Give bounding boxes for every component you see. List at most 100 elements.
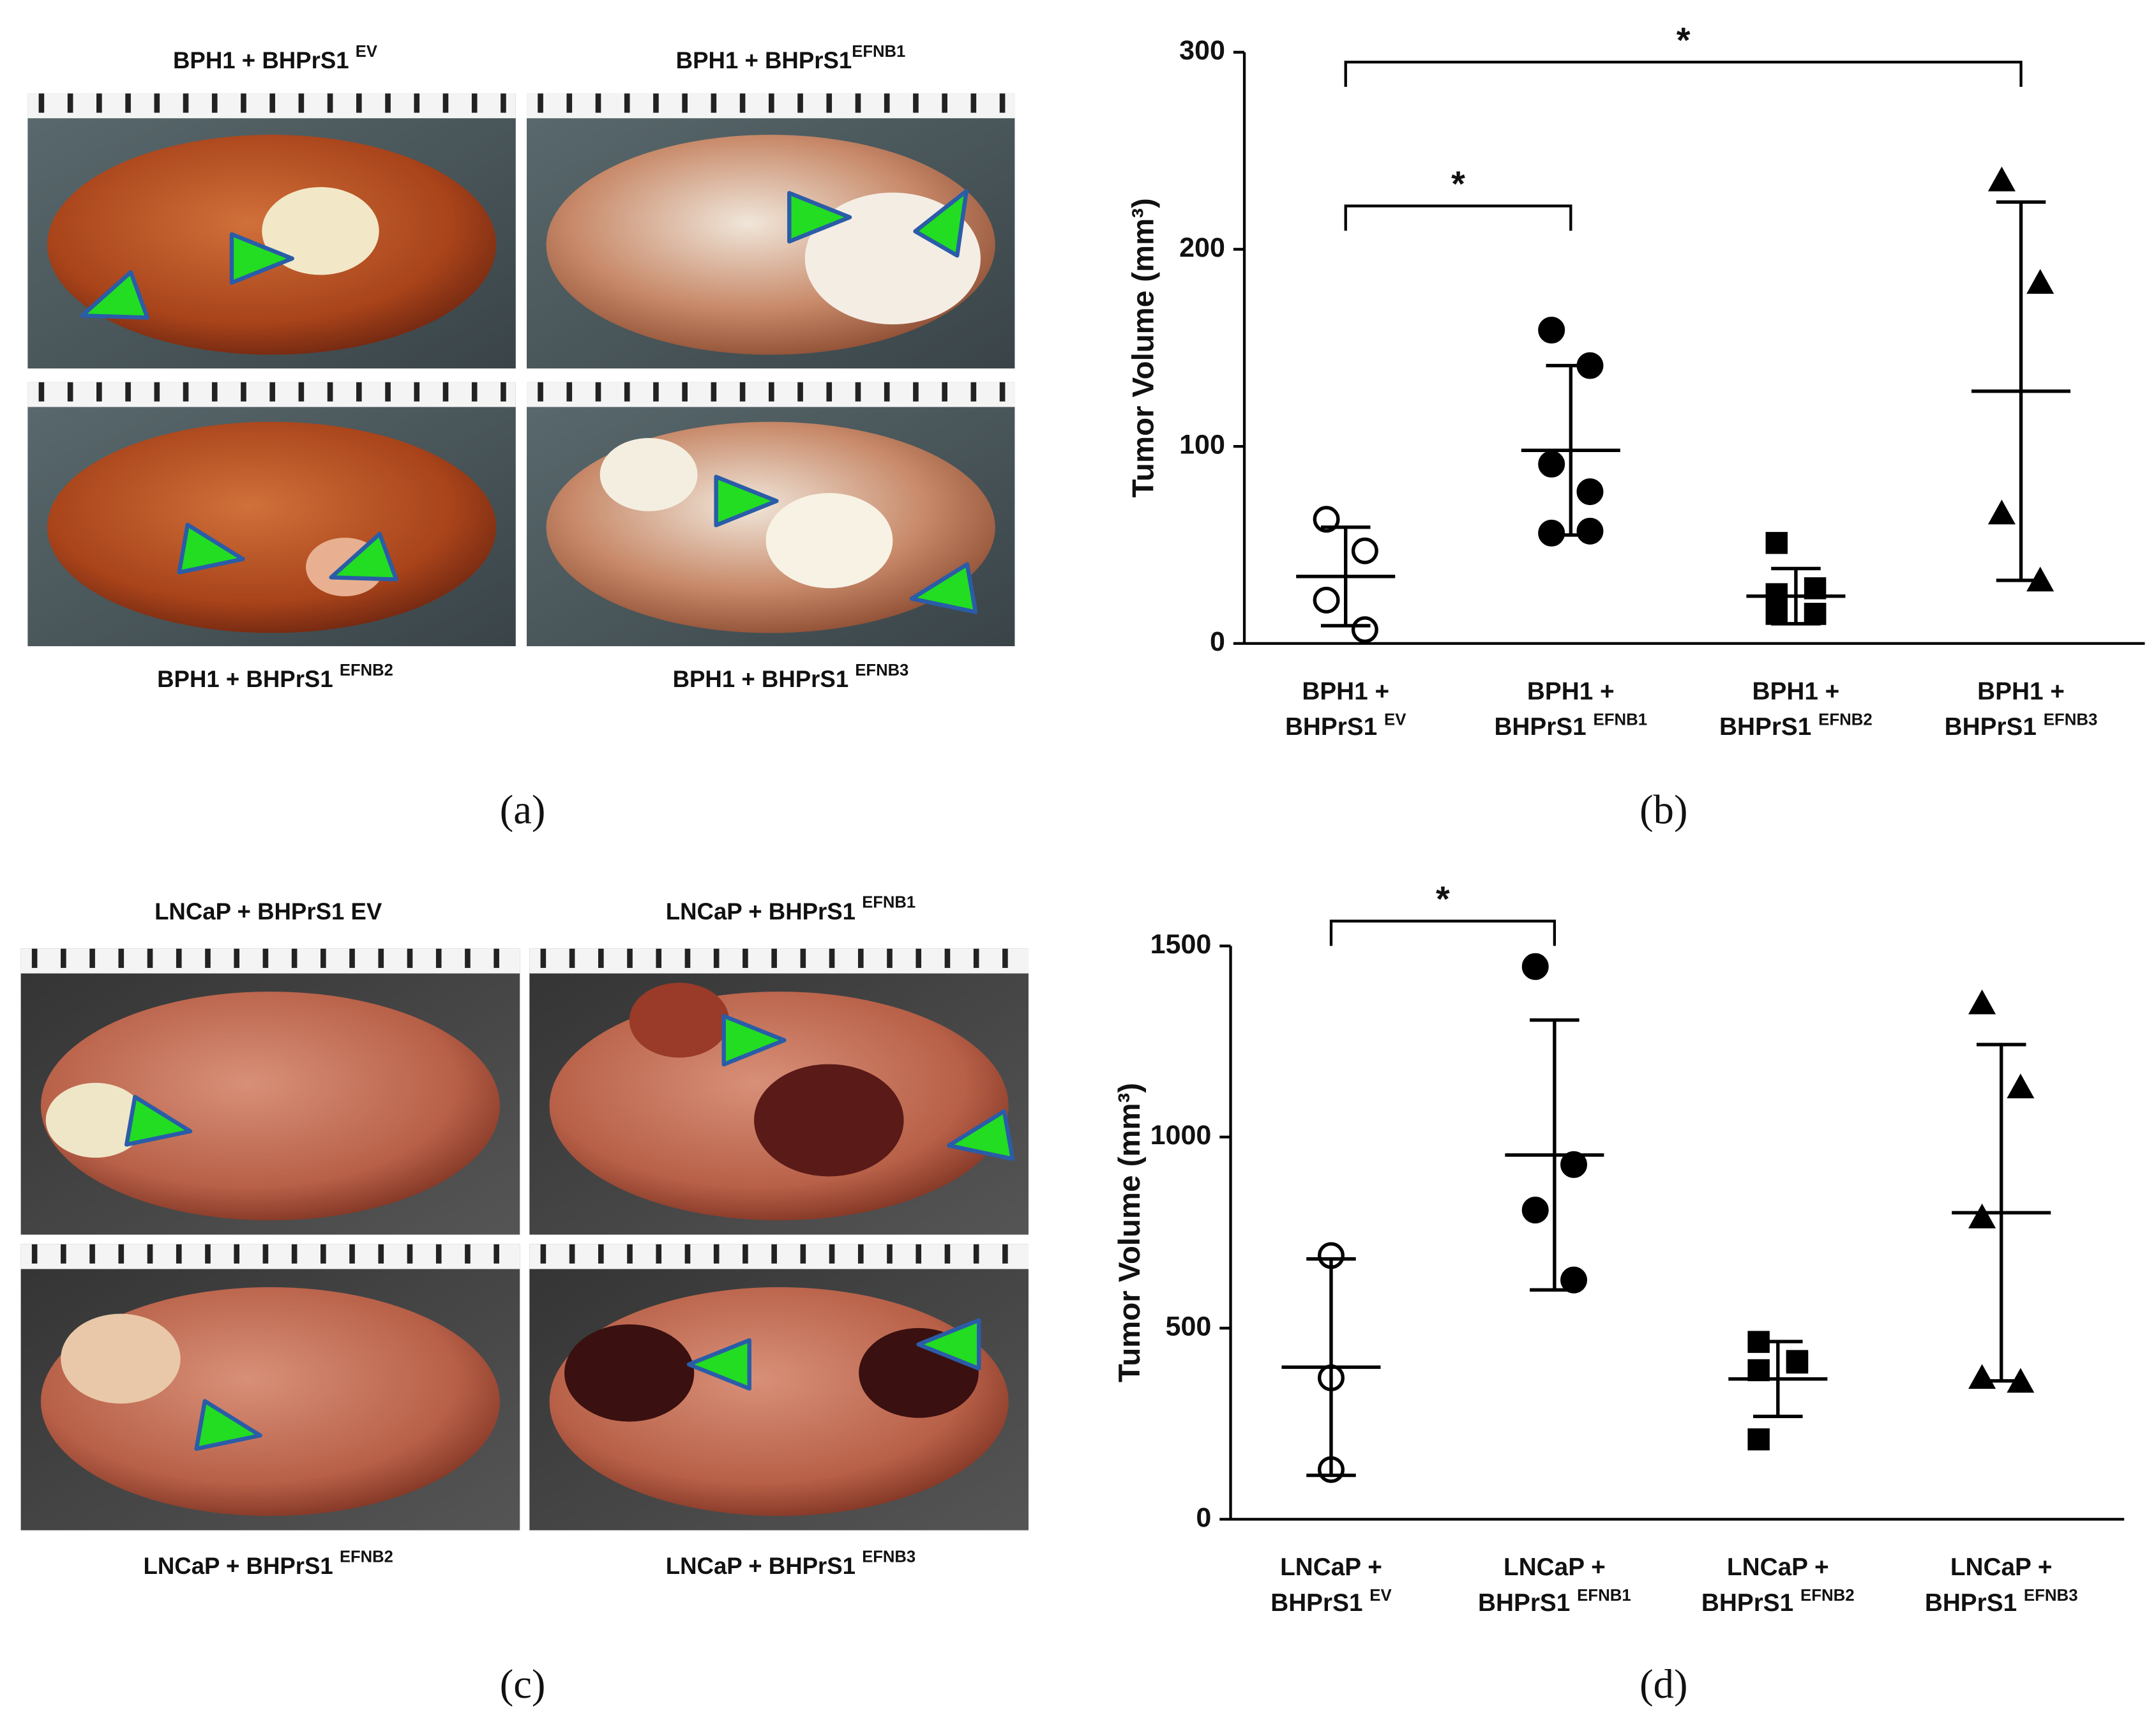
x-tick-text: BHPrS1 (1925, 1589, 2024, 1617)
point (1987, 166, 2016, 192)
ruler-tick (96, 382, 102, 402)
x-tick-text: BHPrS1 (1494, 713, 1593, 741)
significance-label: * (1451, 163, 1465, 204)
x-tick-text: BHPrS1 (1701, 1589, 1800, 1617)
point (1968, 1203, 1996, 1228)
ruler-tick (566, 93, 573, 113)
ruler (20, 948, 520, 974)
ruler-tick (501, 93, 506, 113)
ruler-tick (211, 93, 218, 113)
point (1968, 989, 1996, 1015)
ruler-tick (1002, 1244, 1008, 1264)
tumor (262, 186, 379, 275)
ruler-tick (999, 93, 1006, 113)
ruler-tick (1002, 948, 1008, 968)
ruler-tick (598, 1244, 604, 1264)
ruler-tick (627, 948, 633, 968)
x-tick-text: BHPrS1 (1945, 713, 2044, 741)
ruler-tick (378, 1244, 384, 1264)
caption-text: BPH1 + BHPrS1 (673, 666, 856, 692)
ruler-tick (653, 382, 659, 402)
ruler-tick (598, 948, 604, 968)
photo-caption: BPH1 + BHPrS1 EV (173, 43, 377, 73)
ruler-tick (884, 93, 890, 113)
y-axis-label: Tumor Volume (mm³) (1127, 198, 1161, 497)
x-tick-text: BHPrS1 (1270, 1589, 1369, 1617)
ruler-tick (38, 382, 45, 402)
photo-caption: LNCaP + BHPrS1 EFNB1 (666, 893, 916, 924)
ruler-tick (769, 93, 774, 113)
x-tick-text: BHPrS1 (1478, 1589, 1577, 1617)
point (1538, 317, 1565, 344)
x-tick-label: LNCaP + (1280, 1553, 1382, 1581)
ruler-tick (31, 948, 38, 968)
point (1560, 1151, 1588, 1178)
ruler-tick (569, 948, 575, 968)
ruler-tick (682, 382, 688, 402)
ruler-tick (67, 382, 73, 402)
x-tick-label: BHPrS1 EV (1270, 1587, 1392, 1617)
ruler-tick (118, 1244, 124, 1264)
ruler-tick (743, 948, 748, 968)
ruler-tick (269, 382, 275, 402)
ruler-tick (739, 93, 746, 113)
ruler-tick (234, 948, 239, 968)
ruler-tick (653, 93, 659, 113)
arrowhead (229, 232, 294, 285)
ruler-tick (501, 382, 506, 402)
ruler-tick (320, 1244, 326, 1264)
ruler-tick (471, 382, 478, 402)
ruler-tick (465, 948, 471, 968)
ruler-tick (973, 1244, 979, 1264)
point (1765, 583, 1788, 605)
photo-caption: BPH1 + BHPrS1 EFNB3 (673, 661, 909, 692)
point (1786, 1350, 1809, 1372)
ruler-tick (269, 93, 275, 113)
caption-sup: EFNB1 (862, 893, 916, 911)
arrowhead (721, 1013, 787, 1067)
ruler-tick (713, 948, 720, 968)
ruler-tick (916, 1244, 922, 1264)
ruler-tick (970, 93, 977, 113)
panel-label: (b) (1640, 787, 1687, 833)
ruler-tick (682, 93, 688, 113)
x-tick-label: BHPrS1 EFNB1 (1478, 1587, 1631, 1617)
ruler-tick (442, 93, 449, 113)
significance-bracket (1329, 919, 1557, 946)
photo-caption: LNCaP + BHPrS1 EFNB2 (144, 1548, 393, 1578)
photo-caption: BPH1 + BHPrS1 EFNB2 (157, 661, 393, 692)
ruler-tick (89, 948, 95, 968)
ruler-tick (494, 948, 499, 968)
caption-text: LNCaP + BHPrS1 (144, 1552, 340, 1578)
ruler-tick (349, 1244, 355, 1264)
tumor (629, 983, 729, 1058)
x-tick-label: BHPrS1 EFNB2 (1719, 711, 1873, 741)
point (1968, 1364, 1996, 1389)
ruler-tick (826, 93, 833, 113)
ruler-tick (205, 1244, 211, 1264)
x-tick-sup: EFNB1 (1594, 711, 1648, 729)
point (1313, 506, 1340, 533)
ruler-tick (241, 93, 246, 113)
ruler-tick (183, 93, 189, 113)
x-tick-label: LNCaP + (1950, 1553, 2053, 1581)
x-tick-sup: EFNB2 (1800, 1587, 1855, 1605)
significance-label: * (1436, 879, 1450, 919)
caption-sup: EFNB3 (862, 1548, 916, 1566)
ruler-tick (916, 948, 922, 968)
ruler-tick (118, 948, 124, 968)
point (2007, 1073, 2035, 1099)
ruler-tick (298, 382, 305, 402)
tumor (45, 1082, 146, 1158)
ruler-tick (743, 1244, 748, 1264)
ruler (529, 1244, 1029, 1269)
ruler-tick (435, 1244, 442, 1264)
ruler-tick (713, 1244, 720, 1264)
point (2026, 269, 2054, 294)
x-tick-label: BPH1 + (1302, 677, 1389, 705)
ruler-tick (89, 1244, 95, 1264)
ruler-tick (211, 382, 218, 402)
ruler-tick (407, 1244, 413, 1264)
y-axis-label: Tumor Volume (mm³) (1113, 1083, 1147, 1382)
x-tick-label: BHPrS1 EFNB3 (1945, 711, 2098, 741)
